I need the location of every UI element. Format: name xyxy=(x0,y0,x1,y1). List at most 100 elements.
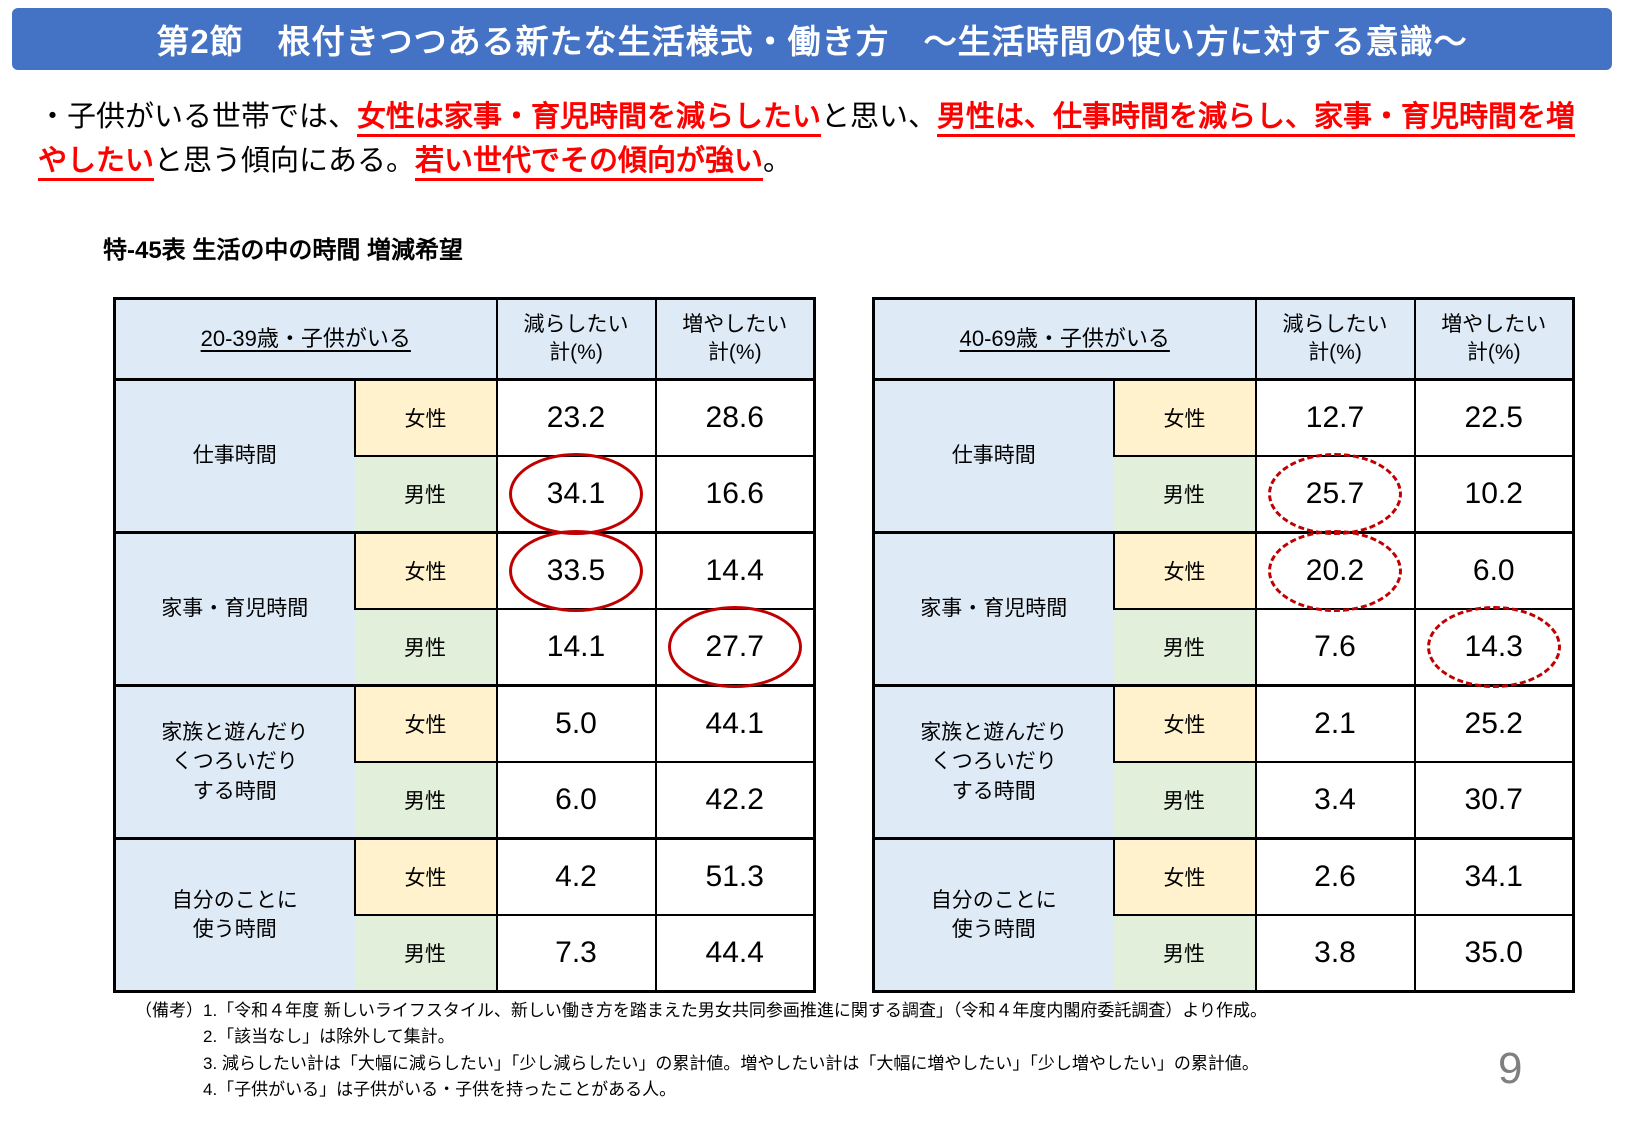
page-number: 9 xyxy=(1498,1044,1523,1093)
gender-cell-male: 男性 xyxy=(1113,455,1256,533)
category-cell: 仕事時間 xyxy=(114,378,355,533)
gender-cell-male: 男性 xyxy=(1113,608,1256,686)
value-cell: 16.6 xyxy=(654,455,815,533)
gender-cell-female: 女性 xyxy=(1112,837,1256,915)
value-cell: 2.6 xyxy=(1254,837,1415,915)
section-title: 第2節 根付きつつある新たな生活様式・働き方 ～生活時間の使い方に対する意識～ xyxy=(156,23,1468,60)
value-cell-circled: 25.7 xyxy=(1254,453,1415,535)
value-cell-circled: 14.3 xyxy=(1413,606,1574,688)
category-cell: 自分のことに 使う時間 xyxy=(873,837,1114,992)
footnote-item: 4.「子供がいる」は子供がいる・子供を持ったことがある人。 xyxy=(203,1080,677,1100)
value-cell: 34.1 xyxy=(1413,837,1574,915)
lead-text-plain: と思い、 xyxy=(821,101,938,133)
table-row: 男性 14.1 27.7 xyxy=(115,606,815,688)
footnote-item: 3. 減らしたい計は「大幅に減らしたい」「少し減らしたい」の累計値。増やしたい計… xyxy=(203,1053,1259,1073)
table-row: 男性 6.0 42.2 xyxy=(115,761,815,839)
gender-cell-female: 女性 xyxy=(1112,531,1256,609)
table-row: 自分のことに 使う時間 女性 4.2 51.3 xyxy=(114,837,815,992)
value-cell: 2.1 xyxy=(1254,684,1415,762)
table-row: 仕事時間 女性 23.2 28.6 xyxy=(114,378,815,533)
value-cell: 14.4 xyxy=(654,531,815,609)
gender-cell-male: 男性 xyxy=(354,761,497,839)
data-table-40-69: 40-69歳・子供がいる 減らしたい 計(%) 増やしたい 計(%) 仕事時間 … xyxy=(872,297,1575,993)
value-cell: 51.3 xyxy=(654,837,815,915)
table-row: 家族と遊んだり くつろいだり する時間 女性 2.1 25.2 xyxy=(873,684,1574,839)
category-cell: 家事・育児時間 xyxy=(114,531,355,686)
value-cell: 3.4 xyxy=(1254,761,1415,839)
value-cell: 6.0 xyxy=(495,761,656,839)
gender-cell-male: 男性 xyxy=(354,608,497,686)
value-cell: 25.2 xyxy=(1413,684,1574,762)
increase-col-header: 増やしたい 計(%) xyxy=(654,298,815,381)
category-cell: 仕事時間 xyxy=(873,378,1114,533)
lead-text-highlight: 若い世代でその傾向が強い xyxy=(415,144,764,181)
value-cell: 5.0 xyxy=(495,684,656,762)
value-cell-circled: 20.2 xyxy=(1254,530,1415,612)
lead-text-highlight: 男性は、仕事時間を減らし、家事・育児時間を増やしたい xyxy=(38,101,1576,181)
gender-cell-male: 男性 xyxy=(1113,914,1256,992)
value-cell: 44.4 xyxy=(654,914,815,992)
value-cell: 30.7 xyxy=(1413,761,1574,839)
value-cell: 12.7 xyxy=(1254,378,1415,456)
value-cell: 14.1 xyxy=(495,608,656,686)
table-row: 男性 25.7 10.2 xyxy=(874,453,1574,535)
gender-cell-female: 女性 xyxy=(353,378,497,456)
footnotes: （備考） 1.「令和４年度 新しいライフスタイル、新しい働き方を踏まえた男女共同… xyxy=(135,998,1267,1103)
table-row: 仕事時間 女性 12.7 22.5 xyxy=(873,378,1574,533)
footnote-item: 1.「令和４年度 新しいライフスタイル、新しい働き方を踏まえた男女共同参画推進に… xyxy=(203,1001,1268,1020)
category-cell: 家事・育児時間 xyxy=(873,531,1114,686)
gender-cell-female: 女性 xyxy=(353,531,497,609)
decrease-col-header: 減らしたい 計(%) xyxy=(1254,298,1415,381)
lead-text-plain: と思う傾向にある。 xyxy=(154,144,416,177)
value-cell: 28.6 xyxy=(654,378,815,456)
section-title-banner: 第2節 根付きつつある新たな生活様式・働き方 ～生活時間の使い方に対する意識～ xyxy=(12,8,1612,70)
value-cell-circled: 27.7 xyxy=(654,606,815,688)
lead-paragraph: ・子供がいる世帯では、女性は家事・育児時間を減らしたいと思い、男性は、仕事時間を… xyxy=(38,96,1598,183)
age-group-header: 40-69歳・子供がいる xyxy=(873,298,1256,381)
gender-cell-male: 男性 xyxy=(1113,761,1256,839)
lead-text-highlight: 女性は家事・育児時間を減らしたい xyxy=(357,101,822,137)
age-group-header: 20-39歳・子供がいる xyxy=(114,298,497,381)
lead-text-plain: ・子供がいる世帯では、 xyxy=(38,101,358,133)
table-row: 男性 34.1 16.6 xyxy=(115,453,815,535)
gender-cell-female: 女性 xyxy=(1112,378,1256,456)
value-cell: 10.2 xyxy=(1413,455,1574,533)
table-row: 男性 3.4 30.7 xyxy=(874,761,1574,839)
footnote-item: 2.「該当なし」は除外して集計。 xyxy=(203,1027,455,1047)
value-cell-circled: 33.5 xyxy=(495,530,656,612)
category-cell: 家族と遊んだり くつろいだり する時間 xyxy=(873,684,1114,839)
value-cell: 22.5 xyxy=(1413,378,1574,456)
table-caption: 特‐45表 生活の中の時間 増減希望 xyxy=(103,237,464,264)
gender-cell-female: 女性 xyxy=(353,837,497,915)
increase-col-header: 増やしたい 計(%) xyxy=(1413,298,1574,381)
table-row: 家族と遊んだり くつろいだり する時間 女性 5.0 44.1 xyxy=(114,684,815,839)
category-cell: 家族と遊んだり くつろいだり する時間 xyxy=(114,684,355,839)
table-row: 家事・育児時間 女性 20.2 6.0 xyxy=(873,530,1574,686)
value-cell-circled: 34.1 xyxy=(495,453,656,535)
category-cell: 自分のことに 使う時間 xyxy=(114,837,355,992)
data-table-20-39: 20-39歳・子供がいる 減らしたい 計(%) 増やしたい 計(%) 仕事時間 … xyxy=(113,297,816,993)
gender-cell-male: 男性 xyxy=(354,914,497,992)
value-cell: 35.0 xyxy=(1413,914,1574,992)
gender-cell-female: 女性 xyxy=(1112,684,1256,762)
gender-cell-female: 女性 xyxy=(353,684,497,762)
lead-text-plain: 。 xyxy=(763,144,793,177)
value-cell: 7.6 xyxy=(1254,608,1415,686)
value-cell: 3.8 xyxy=(1254,914,1415,992)
value-cell: 7.3 xyxy=(495,914,656,992)
table-row: 男性 7.3 44.4 xyxy=(115,914,815,992)
table-row: 家事・育児時間 女性 33.5 14.4 xyxy=(114,530,815,686)
table-row: 男性 3.8 35.0 xyxy=(874,914,1574,992)
gender-cell-male: 男性 xyxy=(354,455,497,533)
value-cell: 23.2 xyxy=(495,378,656,456)
decrease-col-header: 減らしたい 計(%) xyxy=(495,298,656,381)
table-header-row: 40-69歳・子供がいる 減らしたい 計(%) 増やしたい 計(%) xyxy=(873,298,1574,381)
tables-container: 20-39歳・子供がいる 減らしたい 計(%) 増やしたい 計(%) 仕事時間 … xyxy=(113,297,1575,993)
value-cell: 4.2 xyxy=(495,837,656,915)
value-cell: 42.2 xyxy=(654,761,815,839)
value-cell: 6.0 xyxy=(1413,531,1574,609)
value-cell: 44.1 xyxy=(654,684,815,762)
table-header-row: 20-39歳・子供がいる 減らしたい 計(%) 増やしたい 計(%) xyxy=(114,298,815,381)
table-row: 自分のことに 使う時間 女性 2.6 34.1 xyxy=(873,837,1574,992)
